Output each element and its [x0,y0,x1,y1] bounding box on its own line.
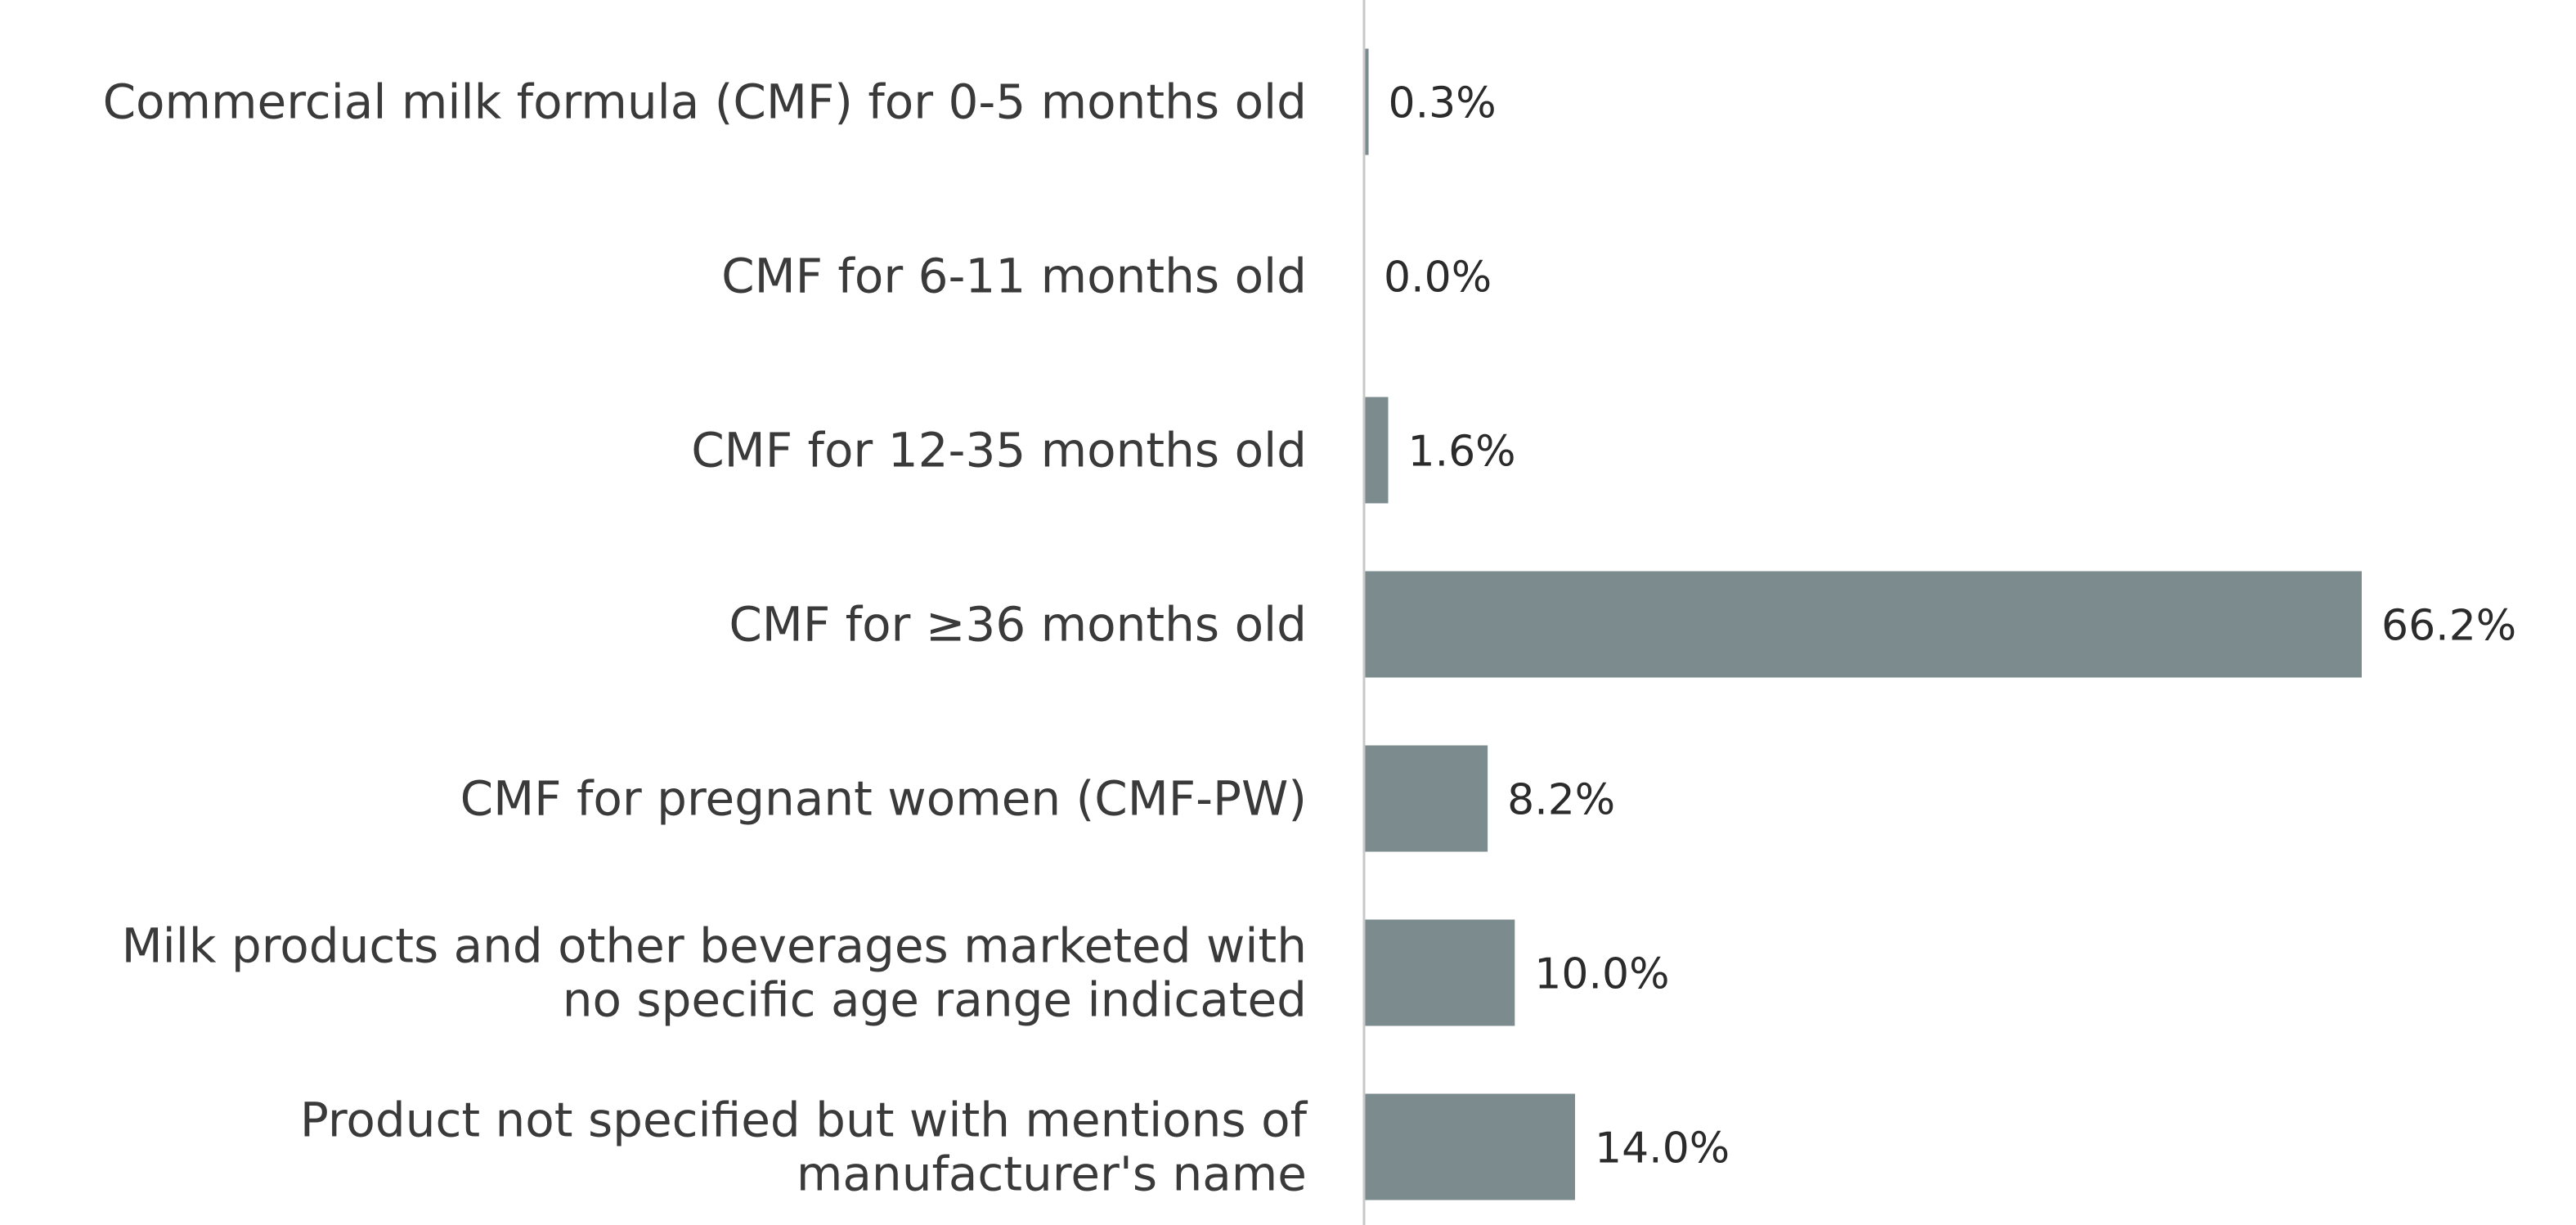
category-label-3: CMF for ≥36 months old [729,597,1307,653]
value-label-6: 14.0% [1595,1124,1730,1173]
value-label-3: 66.2% [2381,602,2516,651]
category-label-1-line-0: CMF for 6-11 months old [721,249,1307,304]
value-label-2: 1.6% [1407,428,1515,477]
category-label-4-line-0: CMF for pregnant women (CMF-PW) [460,771,1307,827]
value-label-4: 8.2% [1507,776,1615,825]
category-label-5: Milk products and other beverages market… [122,918,1307,1028]
category-labels: Commercial milk formula (CMF) for 0-5 mo… [103,74,1308,1202]
bar-5 [1364,919,1515,1026]
value-label-5: 10.0% [1534,950,1669,999]
bars [1364,48,2362,1200]
category-label-5-line-1: no specific age range indicated [563,972,1307,1028]
category-label-3-line-0: CMF for ≥36 months old [729,597,1307,653]
category-label-4: CMF for pregnant women (CMF-PW) [460,771,1307,827]
category-label-0-line-0: Commercial milk formula (CMF) for 0-5 mo… [103,74,1307,130]
category-label-0: Commercial milk formula (CMF) for 0-5 mo… [103,74,1307,130]
bar-3 [1364,571,2362,678]
category-label-6-line-0: Product not specified but with mentions … [300,1093,1308,1148]
value-label-0: 0.3% [1389,79,1497,128]
value-label-1: 0.0% [1384,254,1492,303]
category-label-6-line-1: manufacturer's name [797,1146,1307,1202]
value-labels: 0.3% 0.0% 1.6% 66.2% 8.2% 10.0% 14.0% [1384,79,2516,1173]
bar-2 [1364,397,1389,504]
category-label-2: CMF for 12-35 months old [691,423,1307,478]
bar-6 [1364,1093,1576,1200]
category-label-1: CMF for 6-11 months old [721,249,1307,304]
category-label-2-line-0: CMF for 12-35 months old [691,423,1307,478]
category-label-6: Product not specified but with mentions … [300,1093,1308,1202]
bar-4 [1364,745,1488,852]
category-label-5-line-0: Milk products and other beverages market… [122,918,1307,974]
bar-0 [1364,48,1369,155]
